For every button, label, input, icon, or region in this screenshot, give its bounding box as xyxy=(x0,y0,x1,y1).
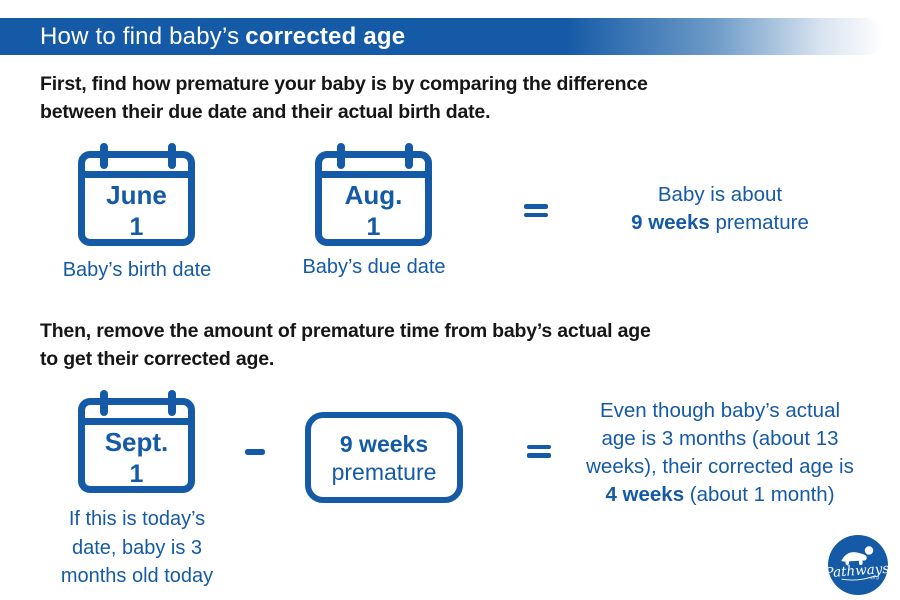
equals-icon xyxy=(524,212,548,217)
step1-result-line2: 9 weeks premature xyxy=(631,211,809,234)
calendar-day: 1 xyxy=(129,213,144,241)
calendar-today-icon: Sept. 1 xyxy=(78,390,195,494)
equals-icon xyxy=(524,204,548,209)
premature-weeks-value: 9 weeks xyxy=(339,430,429,457)
calendar-ring-icon xyxy=(100,143,108,169)
step2-result-line1: Even though baby’s actual xyxy=(599,399,841,422)
calendar-birth-date-icon: June 1 xyxy=(78,143,195,247)
page-title: How to find baby’s xyxy=(40,22,240,50)
today-caption: If this is today’s date, baby is 3 month… xyxy=(17,505,257,591)
today-caption-line1: If this is today’s xyxy=(68,508,206,530)
calendar-ring-icon xyxy=(100,390,108,416)
page-title-bold: corrected age xyxy=(245,22,406,50)
step1-instructions-line1: First, find how premature your baby is b… xyxy=(40,73,648,95)
calendar-separator xyxy=(85,171,188,178)
step2-result-line4: 4 weeks (about 1 month) xyxy=(605,483,835,506)
pathways-logo: Pathways .org xyxy=(823,535,890,595)
calendar-separator xyxy=(322,171,425,178)
calendar-month: June xyxy=(106,180,167,210)
due-date-caption: Baby’s due date xyxy=(302,256,446,278)
crawling-baby-icon xyxy=(841,546,874,565)
step1-result-line1: Baby is about xyxy=(657,183,783,206)
calendar-ring-icon xyxy=(168,143,176,169)
step1-instructions-line2: between their due date and their actual … xyxy=(40,100,491,123)
step2-result: Even though baby’s actual age is 3 month… xyxy=(553,397,887,509)
calendar-due-date-icon: Aug. 1 xyxy=(315,143,432,247)
step2-instructions-line1: Then, remove the amount of premature tim… xyxy=(40,320,651,342)
step2-result-line3: weeks), their corrected age is xyxy=(586,455,854,478)
today-caption-line3: months old today xyxy=(60,565,214,587)
pathways-logo-icon: Pathways .org xyxy=(823,535,890,595)
step1-instructions: First, find how premature your baby is b… xyxy=(40,71,648,126)
calendar-ring-icon xyxy=(337,143,345,169)
step1-result: Baby is about 9 weeks premature xyxy=(553,181,887,237)
equals-icon xyxy=(527,444,551,449)
calendar-day: 1 xyxy=(129,460,144,488)
step2-result-line2: age is 3 months (about 13 xyxy=(601,427,839,450)
equals-icon xyxy=(527,453,551,458)
calendar-ring-icon xyxy=(168,390,176,416)
calendar-separator xyxy=(85,418,188,425)
calendar-month: Aug. xyxy=(344,180,403,210)
calendar-month: Sept. xyxy=(104,427,169,457)
calendar-day: 1 xyxy=(366,213,381,241)
premature-weeks-label: premature xyxy=(331,458,437,485)
birth-date-caption: Baby’s birth date xyxy=(62,259,212,281)
calendar-ring-icon xyxy=(405,143,413,169)
step2-instructions-line2: to get their corrected age. xyxy=(40,347,275,370)
pathways-logo-suffix: .org xyxy=(870,576,880,582)
step2-instructions: Then, remove the amount of premature tim… xyxy=(40,318,651,373)
title-bar: How to find baby’s corrected age xyxy=(0,18,884,55)
minus-icon xyxy=(245,449,265,455)
calendar-body: Aug. 1 xyxy=(315,151,432,246)
calendar-body: June 1 xyxy=(78,151,195,246)
premature-weeks-box: 9 weeks premature xyxy=(305,412,463,503)
today-caption-line2: date, baby is 3 xyxy=(71,536,203,559)
calendar-body: Sept. 1 xyxy=(78,398,195,493)
